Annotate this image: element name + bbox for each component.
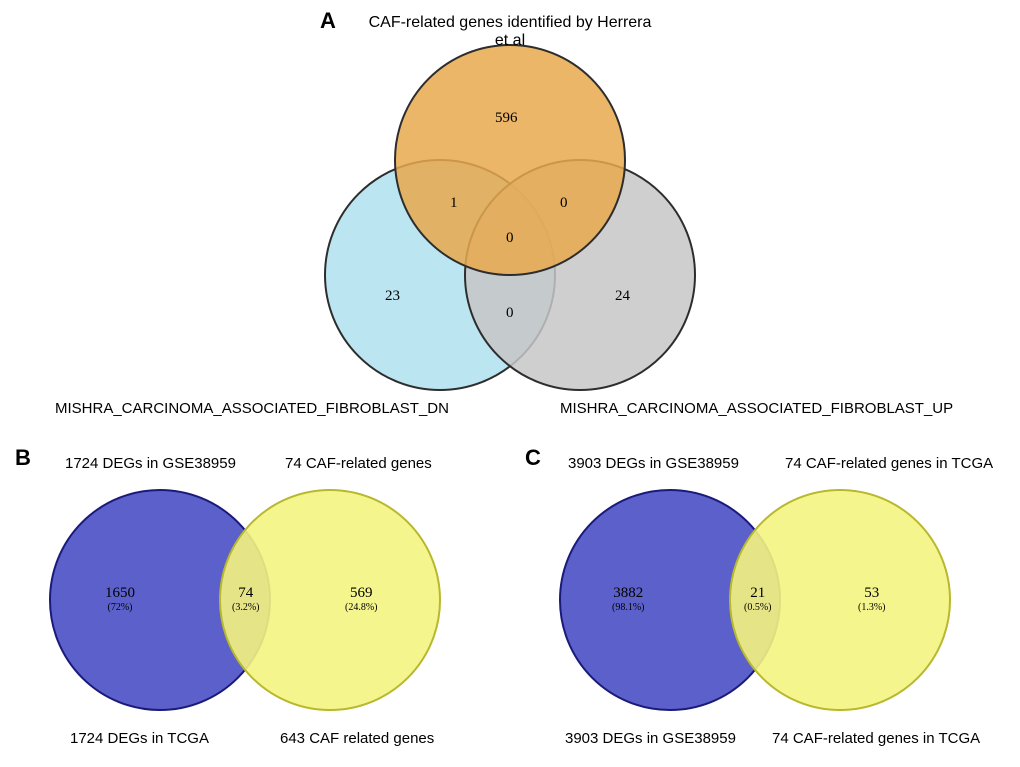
panelA-label: A (320, 8, 336, 34)
panelC-caption-right: 74 CAF-related genes in TCGA (772, 730, 980, 747)
panelB-center-num: 74 (232, 585, 260, 602)
panelA-val-leftright: 0 (506, 305, 514, 322)
panelC-val-center: 21 (0.5%) (744, 585, 772, 613)
panelB-left-pct: (72%) (105, 602, 135, 613)
panelC-label: C (525, 445, 541, 471)
panelB-val-right: 569 (24.8%) (345, 585, 378, 613)
panelB-val-center: 74 (3.2%) (232, 585, 260, 613)
panelB-right-num: 569 (345, 585, 378, 602)
panelB-center-pct: (3.2%) (232, 602, 260, 613)
panelC-title-left: 3903 DEGs in GSE38959 (568, 455, 739, 472)
panelC-caption-left: 3903 DEGs in GSE38959 (565, 730, 736, 747)
panelA-val-right: 24 (615, 288, 630, 305)
panelC-title-right: 74 CAF-related genes in TCGA (785, 455, 993, 472)
panelC-center-num: 21 (744, 585, 772, 602)
panelC-left-num: 3882 (612, 585, 645, 602)
panelB-title-left: 1724 DEGs in GSE38959 (65, 455, 236, 472)
panelC-right-num: 53 (858, 585, 886, 602)
panelB-left-num: 1650 (105, 585, 135, 602)
panelA-val-left: 23 (385, 288, 400, 305)
panelC-left-pct: (98.1%) (612, 602, 645, 613)
panelB-caption-left: 1724 DEGs in TCGA (70, 730, 209, 747)
panelC-center-pct: (0.5%) (744, 602, 772, 613)
panelC-right-pct: (1.3%) (858, 602, 886, 613)
panelB-caption-right: 643 CAF related genes (280, 730, 434, 747)
panelA-title: CAF-related genes identified by Herrera … (360, 14, 660, 50)
panelB-right-pct: (24.8%) (345, 602, 378, 613)
panelA-right-caption: MISHRA_CARCINOMA_ASSOCIATED_FIBROBLAST_U… (560, 400, 953, 417)
panelC-val-left: 3882 (98.1%) (612, 585, 645, 613)
panelB-val-left: 1650 (72%) (105, 585, 135, 613)
panelB-label: B (15, 445, 31, 471)
panelB-title-right: 74 CAF-related genes (285, 455, 432, 472)
panelA-val-center: 0 (506, 230, 514, 247)
panelA-val-top: 596 (495, 110, 518, 127)
panelA-val-topleft: 1 (450, 195, 458, 212)
panelA-venn (325, 45, 695, 390)
panelC-val-right: 53 (1.3%) (858, 585, 886, 613)
panelA-left-caption: MISHRA_CARCINOMA_ASSOCIATED_FIBROBLAST_D… (55, 400, 449, 417)
panelA-val-topright: 0 (560, 195, 568, 212)
figure-root: A CAF-related genes identified by Herrer… (0, 0, 1020, 767)
